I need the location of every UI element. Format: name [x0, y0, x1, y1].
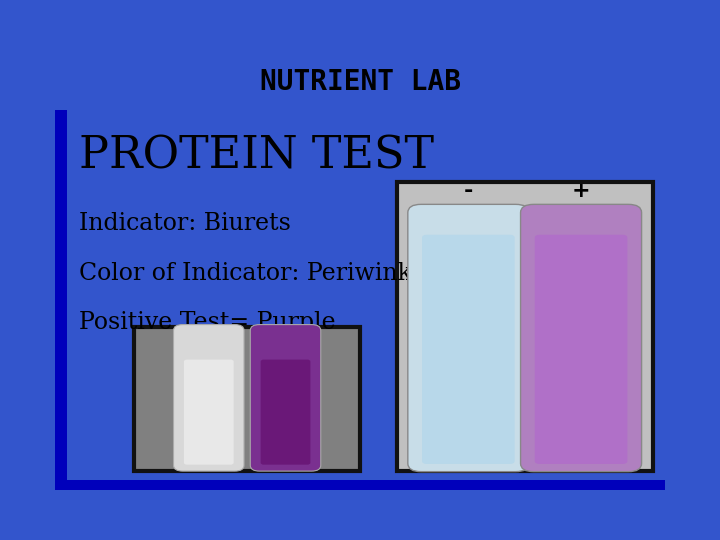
FancyBboxPatch shape — [184, 360, 234, 464]
Text: NUTRIENT LAB: NUTRIENT LAB — [259, 69, 461, 97]
Text: Positive Test= Purple: Positive Test= Purple — [79, 311, 336, 334]
Text: -: - — [464, 181, 473, 201]
Bar — [397, 182, 653, 471]
Bar — [55, 480, 665, 490]
Text: PROTEIN TEST: PROTEIN TEST — [79, 134, 434, 177]
FancyBboxPatch shape — [174, 325, 244, 471]
FancyBboxPatch shape — [261, 360, 310, 464]
Text: Color of Indicator: Periwinkle: Color of Indicator: Periwinkle — [79, 262, 433, 285]
FancyBboxPatch shape — [408, 204, 529, 471]
Bar — [55, 110, 67, 490]
Bar — [135, 327, 360, 471]
Text: +: + — [572, 181, 590, 201]
FancyBboxPatch shape — [521, 204, 642, 471]
FancyBboxPatch shape — [422, 235, 515, 464]
Text: Indicator: Biurets: Indicator: Biurets — [79, 213, 292, 235]
FancyBboxPatch shape — [535, 235, 627, 464]
FancyBboxPatch shape — [251, 325, 321, 471]
